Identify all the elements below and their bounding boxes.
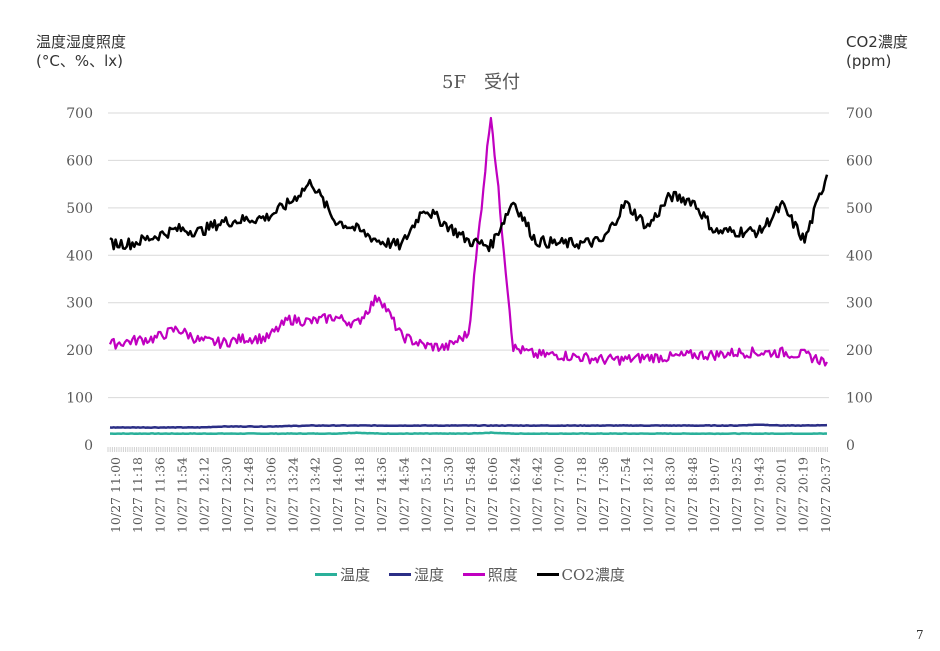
x-tick-label: 10/27 20:01	[774, 457, 789, 533]
x-tick-label: 10/27 12:12	[197, 457, 212, 533]
right-axis-title-line1: CO2濃度	[846, 33, 908, 51]
right-y-tick: 700	[846, 106, 873, 122]
x-axis-minor-ticks	[107, 447, 828, 452]
legend-label-temperature: 温度	[340, 566, 371, 584]
series-line-温度	[110, 431, 828, 436]
legend-label-illuminance: 照度	[487, 566, 518, 584]
left-y-tick: 600	[66, 153, 93, 169]
left-y-tick: 200	[66, 343, 93, 359]
x-tick-label: 10/27 14:36	[374, 457, 389, 533]
legend-swatch-temperature	[315, 573, 338, 576]
x-tick-label: 10/27 15:48	[463, 457, 478, 533]
x-tick-label: 10/27 14:54	[396, 457, 411, 533]
left-y-tick: 300	[66, 296, 93, 312]
series-line-湿度	[109, 423, 828, 429]
legend-swatch-co2	[536, 573, 559, 576]
x-tick-label: 10/27 19:07	[707, 457, 722, 533]
x-tick-label: 10/27 18:48	[685, 457, 700, 533]
x-tick-label: 10/27 16:06	[485, 457, 500, 533]
x-tick-label: 10/27 17:36	[596, 457, 611, 533]
plot-lines	[108, 116, 829, 436]
legend: 温度 湿度 照度 CO2濃度	[0, 562, 940, 585]
right-y-tick: 100	[846, 391, 873, 407]
x-tick-label: 10/27 16:24	[507, 457, 522, 533]
gridlines	[108, 112, 829, 399]
x-tick-label: 10/27 17:00	[552, 457, 567, 533]
legend-swatch-illuminance	[462, 573, 485, 576]
x-tick-label: 10/27 11:00	[108, 457, 123, 533]
x-tick-label: 10/27 16:42	[530, 457, 545, 533]
legend-label-co2: CO2濃度	[561, 566, 625, 584]
left-y-axis-ticks: 0 100 200 300 400 500 600 700	[66, 106, 93, 454]
left-y-tick: 0	[84, 438, 93, 454]
x-tick-label: 10/27 19:25	[729, 457, 744, 533]
legend-item-temperature: 温度	[315, 564, 370, 585]
x-tick-label: 10/27 13:42	[308, 457, 323, 533]
x-tick-label: 10/27 11:36	[152, 457, 167, 533]
right-y-tick: 0	[846, 438, 855, 454]
x-tick-label: 10/27 20:19	[796, 457, 811, 533]
left-y-tick: 700	[66, 106, 93, 122]
legend-item-illuminance: 照度	[462, 564, 518, 585]
right-y-tick: 500	[846, 201, 873, 217]
right-y-tick: 600	[846, 153, 873, 169]
legend-label-humidity: 湿度	[413, 566, 444, 584]
x-axis-tick-labels: 10/27 11:00 10/27 11:18 10/27 11:36 10/27 1…	[108, 457, 833, 533]
x-tick-label: 10/27 12:30	[219, 457, 234, 533]
right-y-tick: 300	[846, 296, 873, 312]
left-axis-title-line2: (°C、%、lx)	[36, 52, 123, 70]
x-tick-label: 10/27 17:54	[618, 457, 633, 533]
legend-swatch-humidity	[388, 573, 411, 576]
x-tick-label: 10/27 14:00	[330, 457, 345, 533]
right-axis-title-line2: (ppm)	[846, 52, 892, 70]
series-line-照度	[108, 116, 828, 367]
x-tick-label: 10/27 15:12	[419, 457, 434, 533]
x-tick-label: 10/27 18:12	[640, 457, 655, 533]
x-tick-label: 10/27 18:30	[663, 457, 678, 533]
legend-item-co2: CO2濃度	[536, 564, 625, 585]
left-axis-title: 温度湿度照度 (°C、%、lx)	[36, 33, 126, 71]
left-y-tick: 400	[66, 248, 93, 264]
chart-title-text: 5F 受付	[442, 72, 520, 93]
x-tick-label: 10/27 15:30	[441, 457, 456, 533]
series-line-CO2濃度	[109, 174, 829, 253]
right-y-tick: 200	[846, 343, 873, 359]
chart-title: 5F 受付	[0, 68, 940, 94]
x-tick-label: 10/27 13:06	[263, 457, 278, 533]
right-axis-title: CO2濃度 (ppm)	[846, 33, 908, 71]
page-number: 7	[916, 628, 924, 642]
x-tick-label: 10/27 20:37	[818, 457, 833, 533]
x-tick-label: 10/27 19:43	[751, 457, 766, 533]
right-y-tick: 400	[846, 248, 873, 264]
left-y-tick: 100	[66, 391, 93, 407]
x-tick-label: 10/27 11:18	[130, 457, 145, 533]
left-y-tick: 500	[66, 201, 93, 217]
right-y-axis-ticks: 0 100 200 300 400 500 600 700	[846, 106, 873, 454]
legend-item-humidity: 湿度	[388, 564, 444, 585]
x-tick-label: 10/27 12:48	[241, 457, 256, 533]
x-tick-label: 10/27 13:24	[285, 457, 300, 533]
x-tick-label: 10/27 17:18	[574, 457, 589, 533]
x-tick-label: 10/27 14:18	[352, 457, 367, 533]
x-tick-label: 10/27 11:54	[175, 457, 190, 533]
left-axis-title-line1: 温度湿度照度	[36, 33, 127, 51]
